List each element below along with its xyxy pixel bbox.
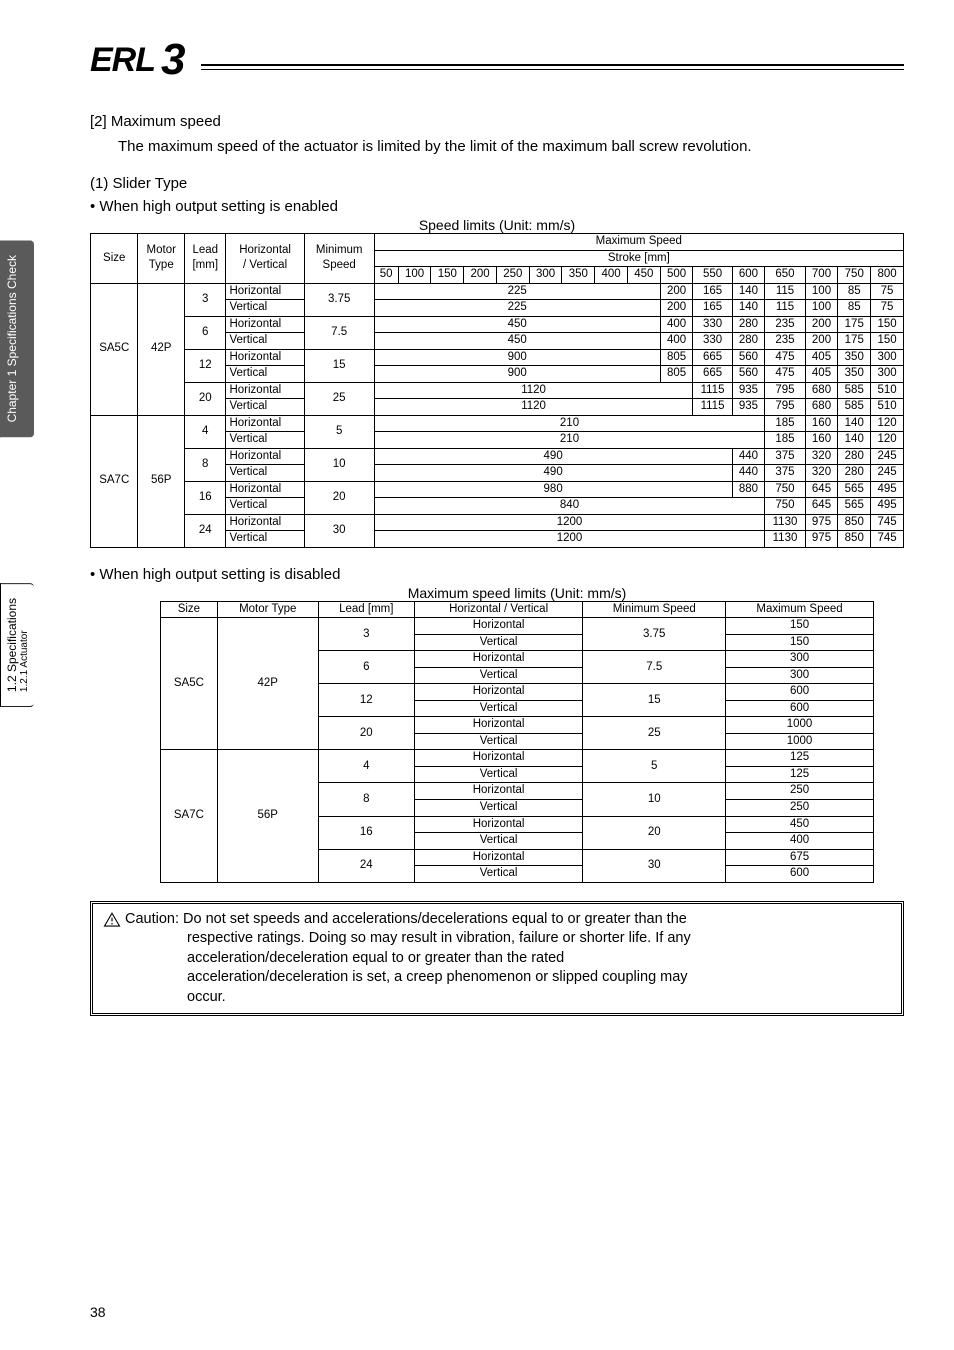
- logo-num: 3: [161, 35, 185, 85]
- section-heading: [2] Maximum speed: [90, 113, 904, 130]
- logo-text: ERL: [90, 41, 155, 80]
- logo-rule: [201, 64, 904, 70]
- max-speed-limits-table: SizeMotor TypeLead [mm]Horizontal / Vert…: [160, 601, 874, 883]
- table2-wrap: Maximum speed limits (Unit: mm/s) SizeMo…: [160, 585, 874, 883]
- speed-limits-table: SizeMotorTypeLead[mm]Horizontal/ Vertica…: [90, 233, 904, 548]
- table1-caption: Speed limits (Unit: mm/s): [90, 217, 904, 233]
- tab-label: 1.2 Specifications: [5, 598, 19, 692]
- table1-wrap: Speed limits (Unit: mm/s) SizeMotorTypeL…: [90, 217, 904, 548]
- caution-icon: [103, 911, 121, 929]
- caution-text: acceleration/deceleration equal to or gr…: [125, 949, 891, 969]
- caution-box: Caution: Do not set speeds and accelerat…: [90, 901, 904, 1017]
- tab-sublabel: 1.2.1 Actuator: [19, 598, 30, 692]
- logo: ERL3: [90, 35, 904, 85]
- sidebar-tabs: Chapter 1 Specifications Check 1.2 Speci…: [0, 240, 34, 707]
- tab-section-1-2: 1.2 Specifications 1.2.1 Actuator: [0, 583, 34, 707]
- table2-caption: Maximum speed limits (Unit: mm/s): [160, 585, 874, 601]
- enabled-heading: • When high output setting is enabled: [90, 198, 904, 215]
- caution-text: Do not set speeds and accelerations/dece…: [179, 911, 687, 927]
- tab-label: Chapter 1 Specifications Check: [5, 255, 19, 422]
- page-content: ERL3 [2] Maximum speed The maximum speed…: [90, 35, 904, 1016]
- caution-text: acceleration/deceleration is set, a cree…: [125, 968, 891, 988]
- section-text: The maximum speed of the actuator is lim…: [118, 136, 904, 157]
- disabled-heading: • When high output setting is disabled: [90, 566, 904, 583]
- slider-heading: (1) Slider Type: [90, 175, 904, 192]
- caution-label: Caution:: [125, 911, 179, 927]
- page-number: 38: [90, 1304, 106, 1320]
- caution-text: occur.: [125, 988, 891, 1008]
- caution-text: respective ratings. Doing so may result …: [125, 929, 891, 949]
- tab-chapter-1: Chapter 1 Specifications Check: [0, 240, 34, 437]
